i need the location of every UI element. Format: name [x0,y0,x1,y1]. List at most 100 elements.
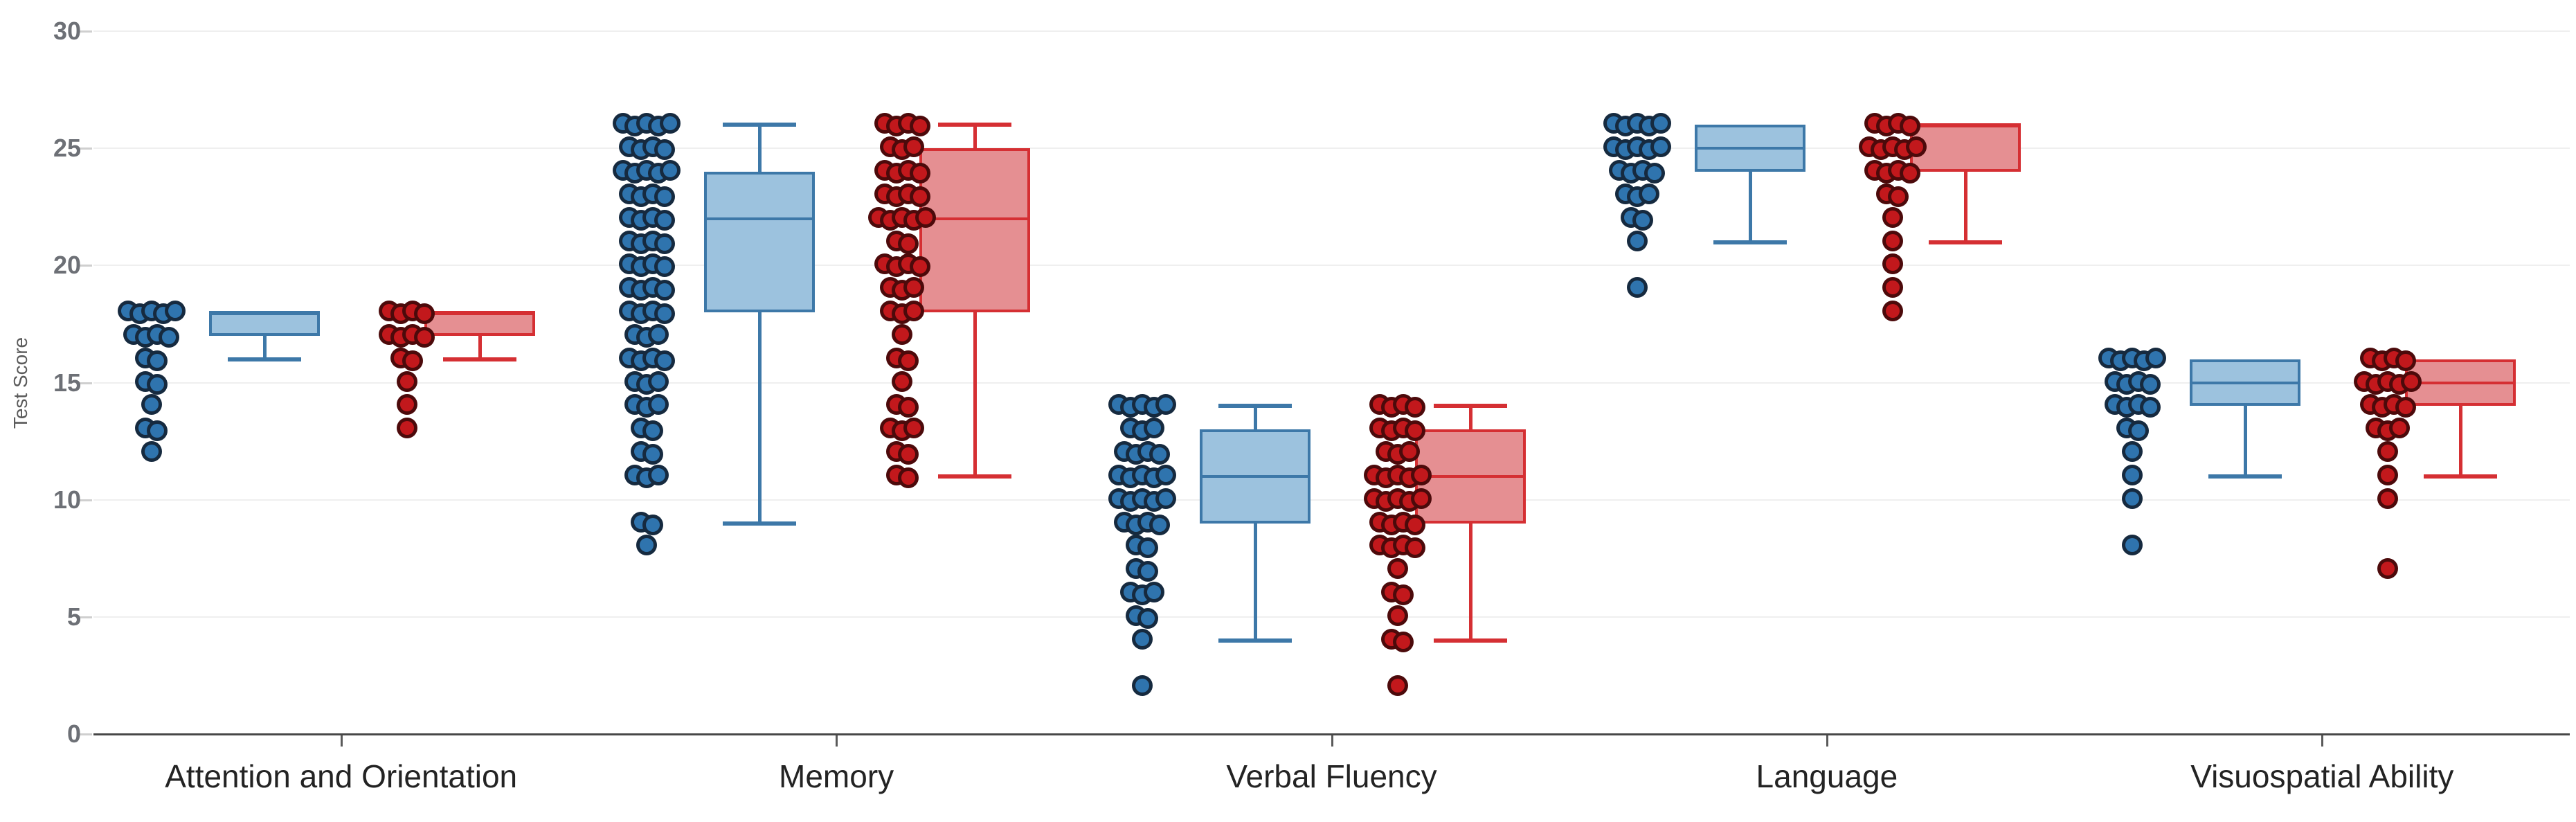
category-label: Memory [779,758,894,794]
red-data-point [1398,441,1420,463]
blue-median-line [1199,474,1310,478]
blue-data-point [654,186,675,207]
blue-data-point [654,350,675,371]
x-tick-mark [1331,735,1333,747]
red-data-point [903,418,925,439]
blue-lower-whisker [1253,523,1257,641]
blue-data-point [1131,628,1153,650]
blue-median-line [208,311,320,314]
red-data-point [1410,464,1432,485]
blue-data-point [660,160,681,181]
blue-data-point [1149,514,1170,535]
red-data-point [1905,136,1927,158]
y-tick-mark [80,499,92,501]
red-data-point [1393,631,1414,652]
red-data-point [1387,675,1408,697]
blue-data-point [654,209,675,231]
red-median-line [1414,474,1526,478]
y-tick-mark [80,733,92,735]
blue-data-point [654,233,675,254]
red-lower-whisker-cap [442,357,516,361]
red-median-line [1909,123,2021,127]
blue-data-point [1137,607,1158,629]
blue-data-point [1149,444,1170,465]
red-data-point [903,301,925,322]
y-tick-label: 0 [66,720,81,748]
blue-data-point [654,280,675,301]
blue-lower-whisker [1748,172,1752,242]
red-data-point [1882,230,1903,251]
red-data-point [897,397,919,418]
red-data-point [402,350,424,371]
blue-data-point [654,303,675,325]
blue-data-point [141,441,162,463]
blue-median-line [704,217,816,220]
gridline-y5 [93,616,2570,618]
red-data-point [1882,277,1903,298]
red-data-point [897,233,919,254]
red-data-point [1405,397,1425,418]
blue-median-line [1694,147,1805,150]
blue-median-line [2190,381,2301,384]
x-tick-mark [1826,735,1828,747]
blue-box [208,312,320,336]
blue-data-point [147,420,168,442]
red-lower-whisker [1468,523,1472,641]
red-data-point [909,256,930,278]
red-lower-whisker [478,335,482,359]
blue-data-point [1650,136,1671,158]
blue-data-point [1137,537,1158,559]
red-data-point [1387,558,1408,580]
x-axis-line [93,733,2570,735]
blue-data-point [147,350,168,371]
red-data-point [1410,488,1432,509]
blue-data-point [1632,209,1654,231]
blue-data-point [636,535,658,556]
blue-lower-whisker [262,335,267,359]
red-upper-whisker-cap [1433,404,1507,409]
blue-upper-whisker-cap [1218,404,1292,409]
blue-upper-whisker [1253,406,1257,430]
blue-upper-whisker [758,125,762,172]
blue-data-point [2122,441,2143,463]
red-data-point [897,467,919,488]
red-data-point [1393,584,1414,606]
red-box [424,312,535,336]
gridline-y30 [93,30,2570,33]
red-data-point [2401,370,2422,392]
blue-data-point [2145,347,2167,368]
y-tick-mark [80,382,92,384]
gridline-y25 [93,148,2570,150]
blue-data-point [642,420,663,442]
blue-data-point [1155,464,1176,485]
blue-data-point [648,394,669,416]
red-data-point [2377,558,2399,580]
red-data-point [396,370,417,392]
blue-lower-whisker [2244,406,2248,476]
blue-data-point [1131,675,1153,697]
red-upper-whisker [973,125,978,149]
red-lower-whisker [1963,172,1967,242]
blue-data-point [1155,394,1176,416]
red-data-point [2377,464,2399,485]
red-data-point [2395,350,2416,371]
y-tick-label: 15 [53,368,81,397]
red-data-point [909,186,930,207]
blue-data-point [1137,561,1158,582]
red-median-line [424,311,535,314]
blue-lower-whisker-cap [723,521,797,526]
blue-data-point [159,326,180,348]
red-median-line [2405,381,2516,384]
red-data-point [2377,488,2399,509]
blue-lower-whisker-cap [1713,240,1787,244]
red-data-point [892,370,913,392]
blue-data-point [654,256,675,278]
blue-data-point [648,323,669,345]
y-tick-mark [80,265,92,267]
blue-data-point [2122,488,2143,509]
red-data-point [909,163,930,184]
red-lower-whisker-cap [938,474,1012,479]
blue-data-point [648,370,669,392]
blue-lower-whisker-cap [2208,474,2282,479]
